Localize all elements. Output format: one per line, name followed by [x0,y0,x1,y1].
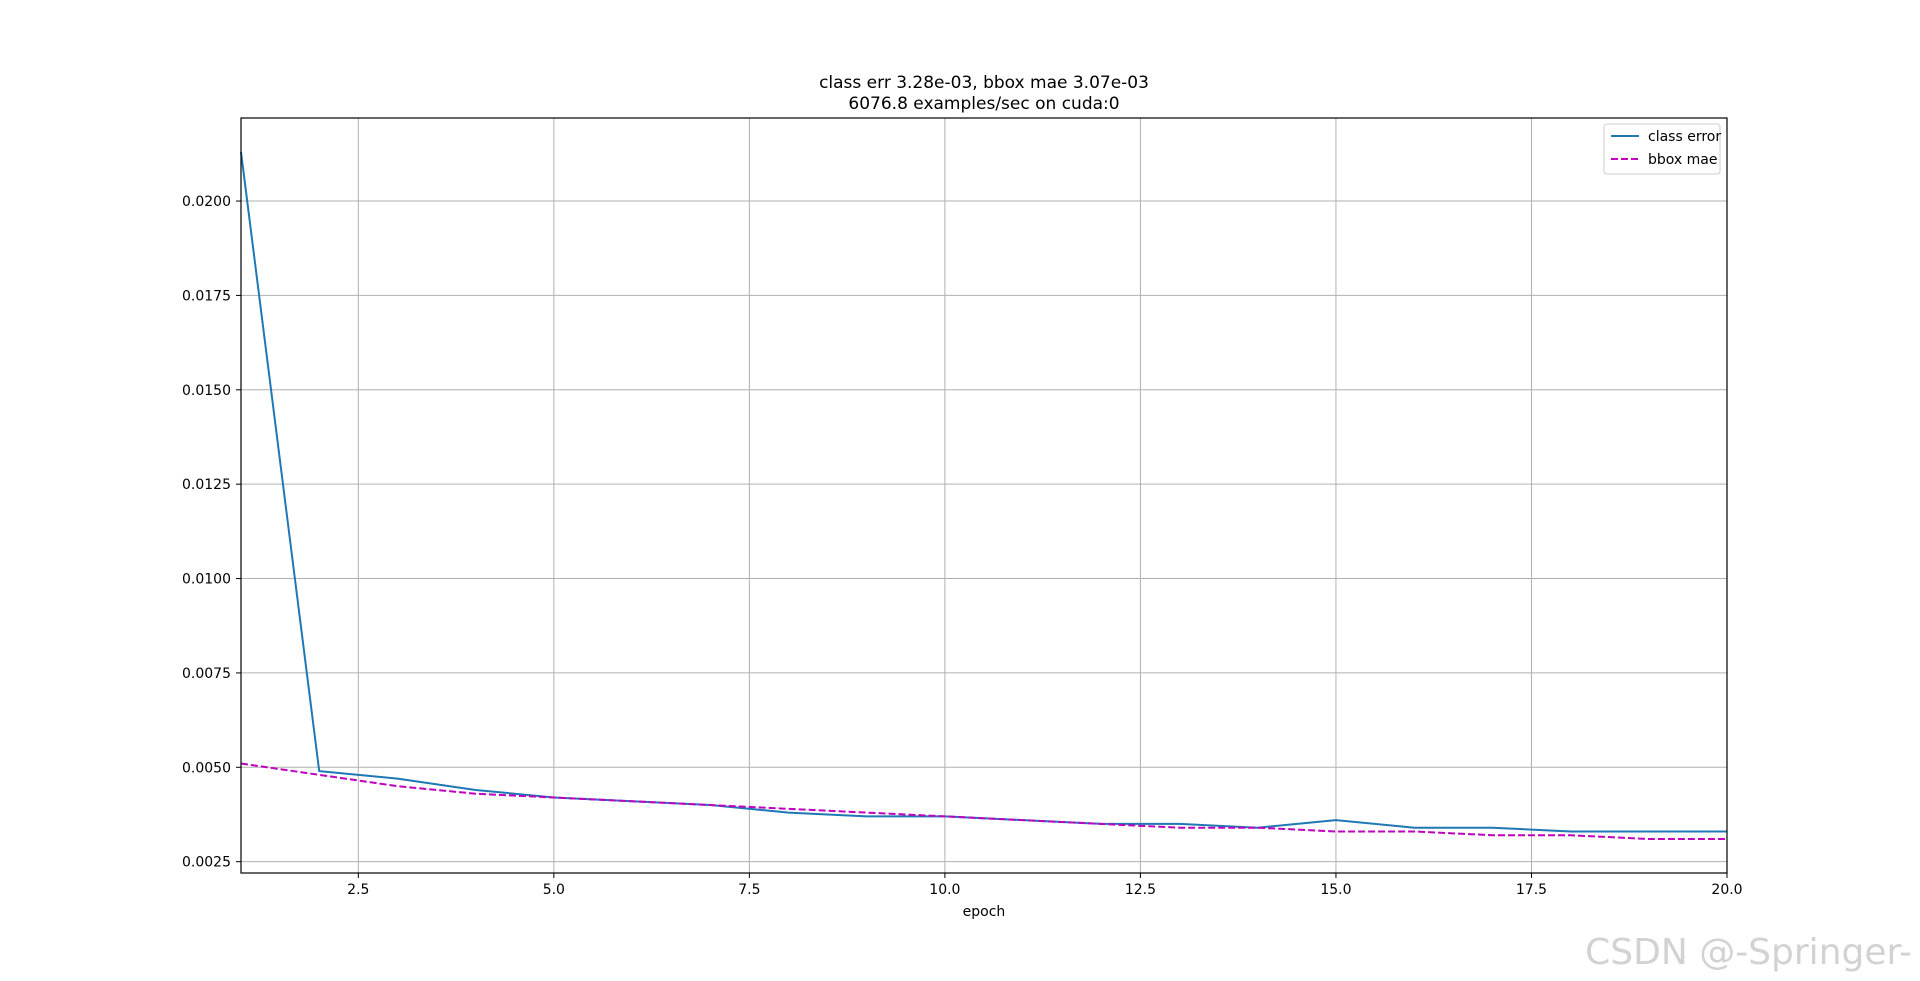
chart-title: class err 3.28e-03, bbox mae 3.07e-03 [819,73,1149,93]
y-tick-label: 0.0025 [182,855,231,871]
y-tick-label: 0.0125 [182,477,231,493]
x-tick-label: 2.5 [347,882,369,898]
series-line-class-error [240,151,1727,833]
y-tick-label: 0.0200 [182,194,231,210]
x-tick-label: 20.0 [1711,882,1742,898]
x-tick-label: 15.0 [1320,882,1351,898]
y-tick-label: 0.0150 [182,383,231,399]
x-tick-label: 5.0 [543,882,565,898]
chart-subtitle: 6076.8 examples/sec on cuda:0 [848,94,1119,114]
y-axis-ticks: 0.0025 0.0050 0.0075 0.0100 0.0125 0.0150 0.01… [182,194,241,871]
plot-area-frame [240,117,1728,874]
series-line-bbox-mae [240,762,1727,841]
x-tick-label: 7.5 [738,882,760,898]
legend-label-class-error: class error [1648,129,1721,145]
y-tick-label: 0.0075 [182,666,231,682]
y-tick-label: 0.0175 [182,288,231,304]
grid-lines [241,118,1728,873]
x-tick-label: 17.5 [1516,882,1547,898]
legend: class error bbox mae [1603,123,1721,175]
y-tick-label: 0.0100 [182,572,231,588]
legend-label-bbox-mae: bbox mae [1648,152,1717,168]
series-lines [240,151,1727,841]
x-tick-label: 10.0 [929,882,960,898]
x-axis-label: epoch [963,904,1006,920]
x-axis-ticks: 2.5 5.0 7.5 10.0 12.5 15.0 17.5 20.0 [347,873,1743,898]
y-tick-label: 0.0050 [182,760,231,776]
x-tick-label: 12.5 [1125,882,1156,898]
watermark-text: CSDN @-Springer- [1585,932,1912,973]
